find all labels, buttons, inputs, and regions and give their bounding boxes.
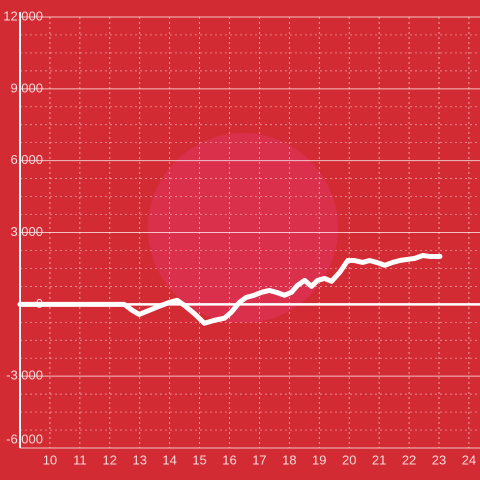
x-tick-label: 12: [103, 452, 117, 467]
line: [17, 252, 443, 326]
x-tick-label: 16: [222, 452, 236, 467]
x-tick-label: 14: [162, 452, 176, 467]
y-tick-label: 12,000: [3, 8, 43, 23]
x-tick-label: 24: [462, 452, 476, 467]
x-tick-label: 17: [252, 452, 266, 467]
x-tick-label: 19: [312, 452, 326, 467]
x-tick-label: 21: [372, 452, 386, 467]
y-tick-label: 9,000: [10, 80, 43, 95]
y-tick-label: -3,000: [6, 368, 43, 383]
x-tick-label: 18: [282, 452, 296, 467]
x-tick-label: 22: [402, 452, 416, 467]
x-tick-label: 13: [132, 452, 146, 467]
y-tick-label: 3,000: [10, 224, 43, 239]
y-tick-label: -6,000: [6, 431, 43, 446]
y-tick-label: 6,000: [10, 152, 43, 167]
x-tick-label: 23: [432, 452, 446, 467]
x-tick-label: 10: [43, 452, 57, 467]
x-tick-label: 20: [342, 452, 356, 467]
watermark: [148, 133, 338, 323]
x-tick-label: 11: [73, 452, 87, 467]
x-tick-label: 15: [192, 452, 206, 467]
